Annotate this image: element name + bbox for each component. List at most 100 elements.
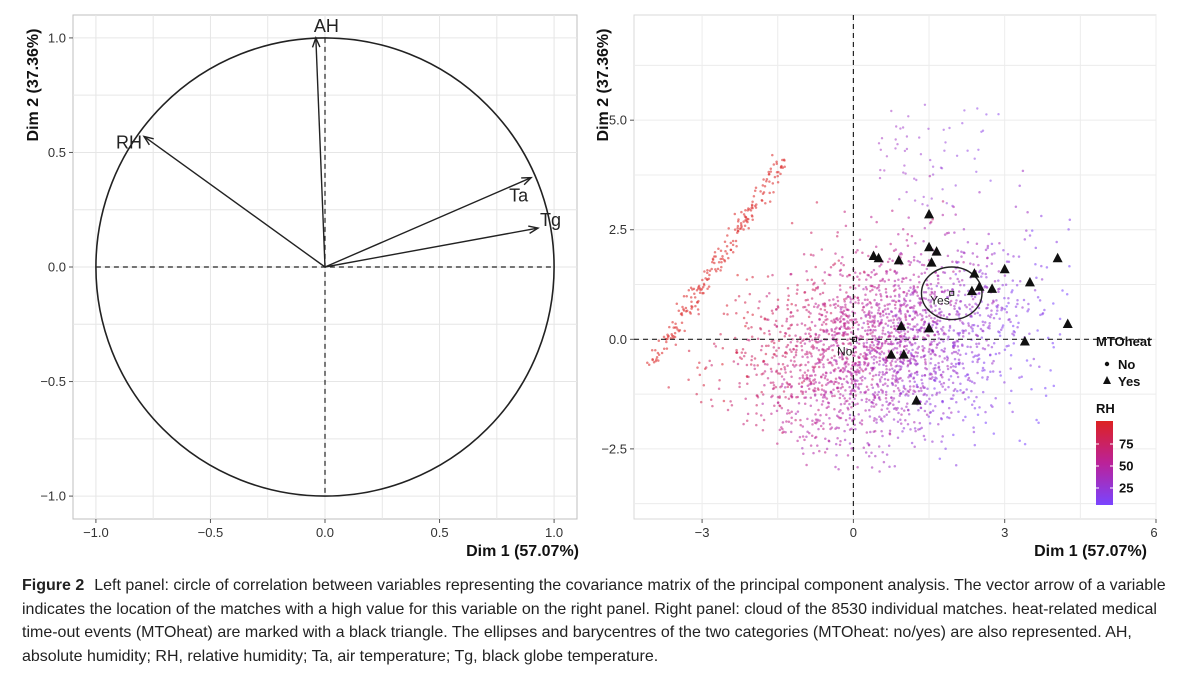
individual-match-point (761, 428, 765, 432)
individual-match-point (918, 280, 921, 284)
individual-match-point (981, 347, 985, 350)
individual-match-point (662, 347, 666, 351)
vector-ta-line (324, 177, 532, 268)
individual-match-point (926, 283, 929, 287)
individual-match-point (850, 318, 854, 321)
individual-match-point (980, 275, 983, 278)
individual-match-point (899, 127, 902, 130)
left-y-tick-label: 0.0 (48, 260, 66, 275)
individual-match-point (859, 391, 862, 394)
individual-match-point (945, 315, 949, 319)
individual-match-point (999, 374, 1002, 377)
individual-match-point (862, 344, 866, 347)
individual-match-point (768, 180, 771, 183)
individual-match-point (907, 390, 911, 394)
individual-match-point (869, 352, 872, 355)
individual-match-point (819, 353, 822, 356)
individual-match-point (912, 290, 916, 293)
individual-match-point (800, 349, 804, 352)
individual-match-point (894, 365, 898, 368)
individual-match-point (1017, 321, 1020, 325)
individual-match-point (848, 442, 852, 445)
individual-match-point (771, 312, 775, 315)
left-x-tick-label: 0.0 (316, 525, 334, 540)
individual-match-point (785, 420, 788, 423)
individual-match-point (894, 406, 897, 410)
individual-match-point (877, 283, 881, 287)
individual-match-point (843, 324, 846, 328)
individual-match-point (821, 352, 824, 356)
individual-match-point (711, 260, 714, 264)
individual-match-point (934, 304, 937, 308)
individual-match-point (999, 328, 1003, 332)
individual-match-point (981, 329, 985, 333)
individual-match-point (934, 353, 937, 357)
individual-match-point (929, 304, 933, 307)
individual-match-point (964, 329, 967, 332)
individual-match-point (786, 385, 790, 389)
individual-match-point (860, 379, 864, 382)
individual-match-point (995, 299, 998, 302)
individual-match-point (818, 419, 821, 422)
individual-match-point (863, 298, 867, 302)
rh-colorbar (1096, 421, 1113, 505)
individual-match-point (872, 268, 876, 272)
colorbar-tick-label: 50 (1119, 459, 1133, 474)
individual-match-point (883, 308, 887, 311)
individual-match-point (950, 291, 954, 295)
individual-match-point (954, 184, 957, 187)
individual-match-point (1038, 299, 1042, 302)
individual-match-point (894, 380, 897, 383)
individual-match-point (972, 355, 975, 359)
individual-match-point (870, 466, 874, 469)
individual-match-point (668, 325, 671, 329)
individual-match-point (908, 314, 911, 317)
individual-match-point (736, 229, 740, 233)
individual-match-point (831, 394, 834, 398)
individual-match-point (871, 348, 874, 352)
individual-match-point (854, 427, 857, 431)
individual-match-point (866, 313, 869, 316)
individual-match-point (864, 286, 868, 289)
individual-match-point (768, 292, 771, 295)
individual-match-point (905, 392, 908, 396)
individual-match-point (845, 308, 849, 311)
individual-match-point (717, 261, 721, 264)
individual-match-point (923, 346, 926, 350)
individual-match-point (666, 335, 670, 338)
individual-match-point (756, 394, 759, 398)
individual-match-point (941, 325, 945, 329)
individual-match-point (885, 400, 888, 404)
individual-match-point (803, 342, 807, 345)
individual-match-point (739, 222, 743, 225)
individual-match-point (855, 320, 859, 324)
individual-match-point (866, 348, 869, 352)
individual-match-point (816, 305, 819, 309)
individual-match-point (909, 278, 912, 282)
individual-match-point (833, 369, 836, 373)
individual-match-point (876, 320, 880, 323)
individual-match-point (817, 304, 820, 307)
individual-match-point (804, 396, 808, 399)
individual-match-point (806, 327, 809, 331)
individual-match-point (810, 374, 813, 377)
individual-match-point (764, 352, 768, 356)
individual-match-point (998, 370, 1002, 374)
individual-match-point (770, 370, 773, 373)
individual-match-point (923, 438, 927, 441)
individual-match-point (822, 321, 826, 324)
individual-match-point (872, 419, 876, 422)
individual-match-point (974, 302, 977, 305)
individual-match-point (957, 362, 961, 366)
individual-match-point (877, 397, 881, 400)
individual-match-point (809, 312, 812, 315)
individual-match-point (925, 393, 928, 397)
individual-match-point (784, 331, 787, 335)
individual-match-point (985, 307, 988, 310)
mtoheat-yes-point (987, 283, 998, 293)
individual-match-point (934, 295, 937, 298)
individual-match-point (838, 332, 841, 335)
individual-match-point (887, 319, 891, 323)
individual-match-point (856, 386, 860, 389)
individual-match-point (817, 348, 821, 352)
